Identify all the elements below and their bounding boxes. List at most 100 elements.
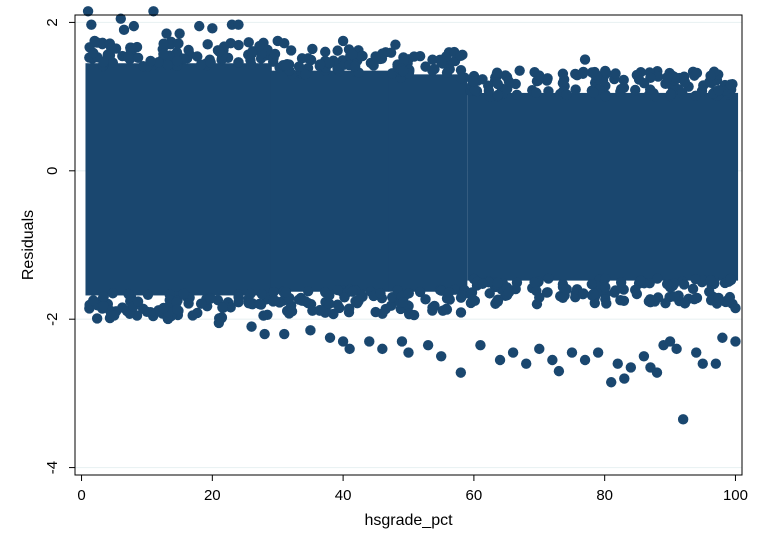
scatter-point <box>279 328 290 340</box>
scatter-point <box>324 290 335 301</box>
scatter-point <box>217 302 228 313</box>
x-tick-label: 80 <box>596 487 613 504</box>
scatter-point <box>586 279 598 290</box>
y-tick-label: 2 <box>44 18 61 26</box>
scatter-point <box>730 302 741 314</box>
scatter-point <box>332 284 343 296</box>
scatter-point <box>370 306 381 318</box>
scatter-point <box>194 20 205 32</box>
scatter-point <box>343 303 355 314</box>
scatter-point <box>398 55 410 66</box>
y-tick-label: -4 <box>44 461 61 474</box>
x-tick-label: 0 <box>77 487 85 504</box>
scatter-point <box>492 78 504 90</box>
scatter-point <box>132 296 144 307</box>
scatter-point <box>89 35 100 47</box>
scatter-point <box>233 296 244 308</box>
scatter-point <box>671 343 682 355</box>
scatter-point <box>606 377 617 388</box>
x-tick-label: 20 <box>204 487 221 504</box>
scatter-point <box>566 347 578 358</box>
scatter-point <box>262 309 273 320</box>
scatter-point <box>307 305 318 316</box>
scatter-point <box>436 57 447 68</box>
scatter-point <box>245 59 257 70</box>
scatter-point <box>652 71 664 82</box>
y-tick-label: 0 <box>44 167 61 175</box>
scatter-point <box>578 288 589 299</box>
scatter-point <box>427 54 438 65</box>
scatter-point <box>296 53 308 64</box>
scatter-point-cloud <box>388 74 468 292</box>
scatter-point <box>390 39 401 50</box>
scatter-point <box>534 343 545 355</box>
scatter-point <box>610 285 621 296</box>
x-tick-label: 60 <box>466 487 483 504</box>
scatter-point <box>665 88 676 100</box>
scatter-point <box>529 66 540 78</box>
scatter-point <box>161 28 172 39</box>
scatter-point <box>98 291 109 302</box>
scatter-point <box>243 297 254 309</box>
scatter-point <box>687 283 699 295</box>
scatter-point <box>377 343 388 355</box>
scatter-point <box>531 87 542 98</box>
scatter-point <box>600 282 611 293</box>
scatter-point <box>691 292 703 304</box>
scatter-point <box>337 336 349 347</box>
scatter-point <box>344 343 355 355</box>
x-axis-title: hsgrade_pct <box>364 512 453 529</box>
scatter-point <box>109 310 120 321</box>
scatter-point <box>691 67 703 79</box>
y-axis-title: Residuals <box>20 210 37 280</box>
scatter-point <box>158 38 169 49</box>
scatter-point <box>529 277 540 288</box>
scatter-point <box>600 65 611 77</box>
scatter-point <box>661 72 673 83</box>
scatter-point <box>396 336 408 347</box>
scatter-point <box>553 365 565 377</box>
scatter-point <box>612 358 623 369</box>
scatter-point <box>148 6 159 17</box>
scatter-point <box>368 60 379 71</box>
scatter-point <box>619 373 630 384</box>
scatter-point-cloud <box>85 63 272 296</box>
scatter-point <box>503 76 515 87</box>
scatter-point <box>158 48 169 60</box>
scatter-point <box>578 66 589 78</box>
scatter-point <box>347 286 358 297</box>
scatter-point <box>256 288 268 300</box>
scatter-point <box>635 275 646 286</box>
scatter-point <box>192 51 203 62</box>
scatter-point <box>172 304 183 315</box>
scatter-point <box>314 304 326 316</box>
scatter-point <box>557 77 569 89</box>
scatter-point <box>455 292 467 303</box>
scatter-point <box>254 40 265 52</box>
scatter-point <box>324 57 335 69</box>
scatter-point <box>385 47 397 58</box>
scatter-point <box>557 292 569 303</box>
scatter-point <box>713 85 724 96</box>
scatter-point <box>435 351 447 362</box>
scatter-point <box>492 296 504 307</box>
scatter-point <box>660 297 671 309</box>
scatter-point <box>268 286 279 298</box>
scatter-point <box>243 37 254 48</box>
scatter-point <box>511 89 523 100</box>
y-axis: -4 -2 0 2 <box>44 18 75 474</box>
scatter-point <box>600 273 611 284</box>
scatter-point <box>86 19 97 30</box>
scatter-point <box>441 67 453 78</box>
scatter-point <box>356 51 367 62</box>
scatter-point <box>541 287 553 298</box>
scatter-point <box>705 274 716 286</box>
scatter-point <box>205 57 216 68</box>
scatter-point <box>557 68 569 79</box>
scatter-point <box>145 55 156 67</box>
x-tick-label: 40 <box>335 487 352 504</box>
scatter-point <box>370 51 381 62</box>
scatter-point <box>443 287 455 298</box>
x-axis: 0 20 40 60 80 100 <box>77 475 748 504</box>
scatter-point <box>305 325 316 336</box>
